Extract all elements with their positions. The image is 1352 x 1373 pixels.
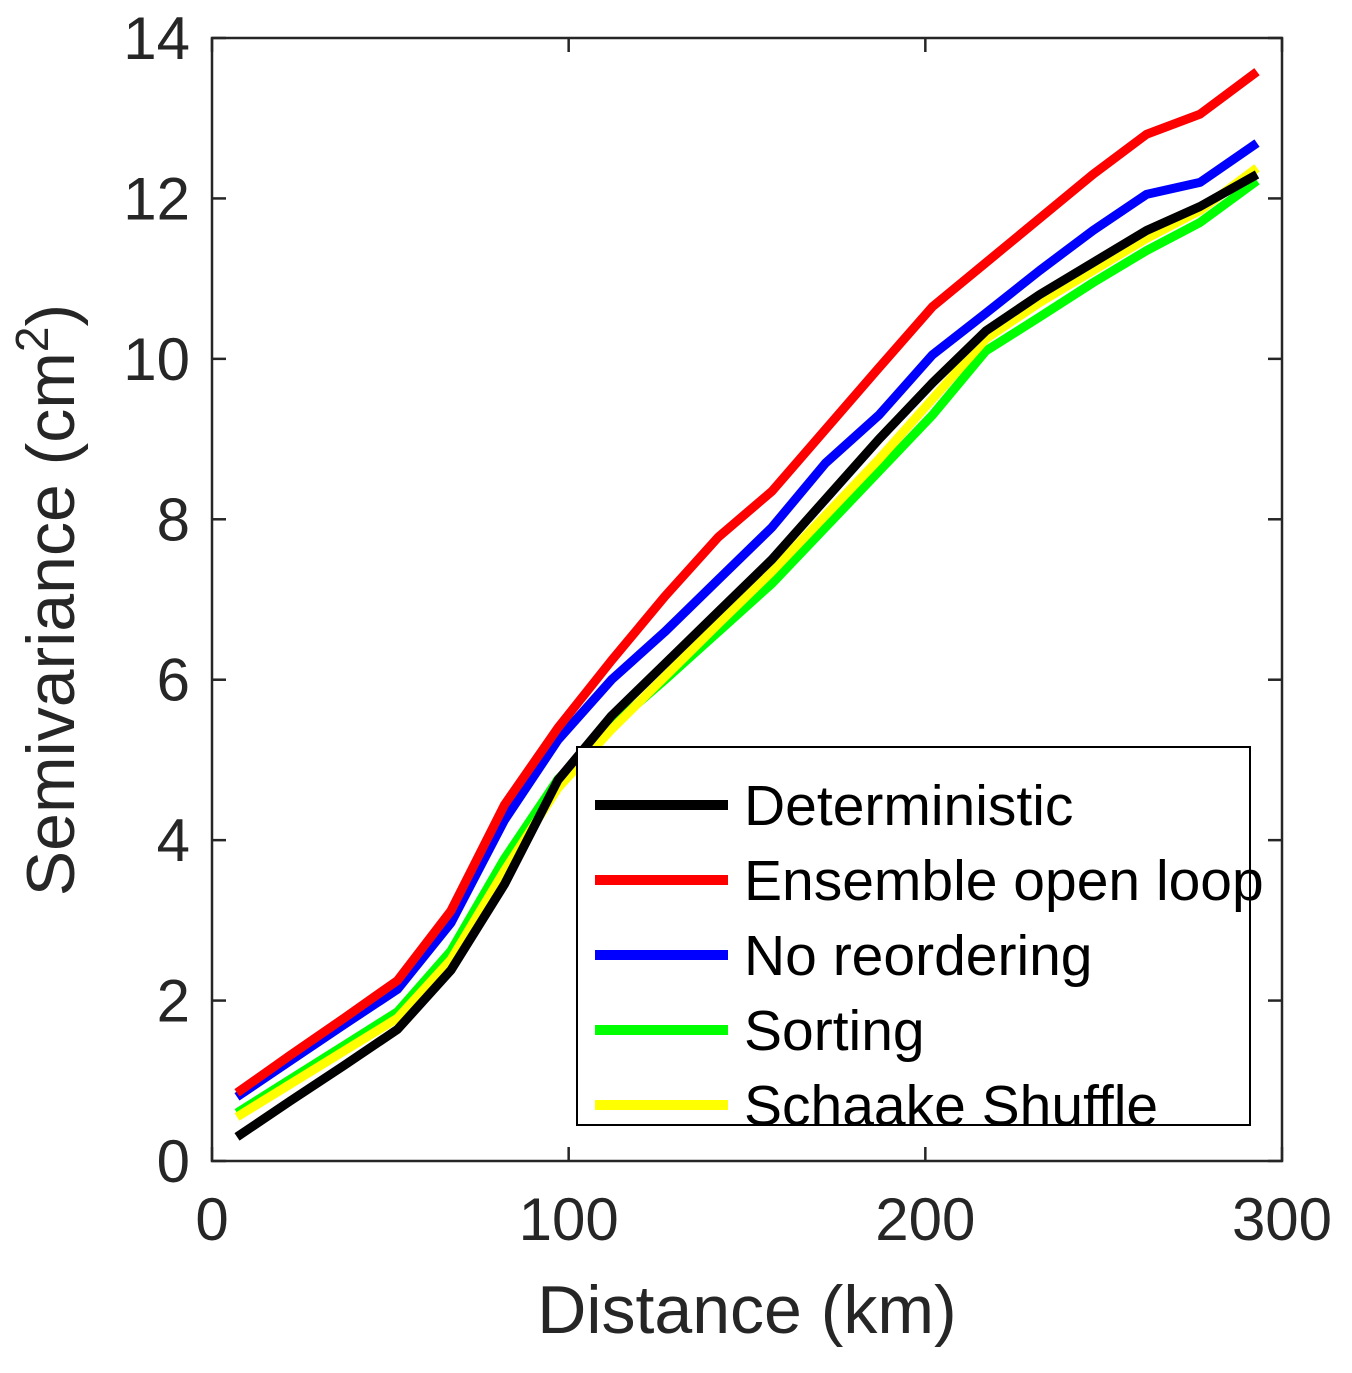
x-tick-label: 300 bbox=[1232, 1186, 1332, 1253]
x-tick-label: 0 bbox=[195, 1186, 228, 1253]
y-tick-label: 12 bbox=[123, 165, 190, 232]
legend-label-deterministic: Deterministic bbox=[744, 774, 1073, 838]
y-axis-label-sup: 2 bbox=[6, 326, 58, 352]
y-tick-label: 4 bbox=[157, 807, 190, 874]
y-tick-label: 10 bbox=[123, 326, 190, 393]
y-tick-label: 8 bbox=[157, 486, 190, 553]
legend-rows: Deterministic Ensemble open loop No reorde… bbox=[595, 774, 1264, 1138]
y-tick-label: 6 bbox=[157, 647, 190, 714]
tick-labels: 0 100 200 300 0 2 4 6 8 10 12 14 bbox=[123, 5, 1332, 1253]
y-tick-label: 14 bbox=[123, 5, 190, 72]
series-line-no-reordering bbox=[234, 139, 1260, 1101]
legend-label-sorting: Sorting bbox=[744, 999, 925, 1063]
y-axis-label-close: ) bbox=[13, 304, 89, 327]
series-line-deterministic bbox=[234, 170, 1260, 1141]
x-tick-label: 100 bbox=[519, 1186, 619, 1253]
series-lines bbox=[234, 68, 1260, 1141]
legend-label-no-reordering: No reordering bbox=[744, 924, 1093, 988]
series-line-ensemble-open-loop bbox=[234, 68, 1260, 1097]
y-tick-label: 2 bbox=[157, 968, 190, 1035]
legend-label-ensemble-open-loop: Ensemble open loop bbox=[744, 849, 1264, 913]
legend-label-schaake-shuffle: Schaake Shuffle bbox=[744, 1074, 1158, 1138]
series-line-schaake-shuffle bbox=[234, 164, 1260, 1121]
y-tick-label: 0 bbox=[157, 1128, 190, 1195]
axis-ticks bbox=[210, 36, 1284, 1163]
x-axis-label: Distance (km) bbox=[537, 1272, 956, 1348]
x-tick-label: 200 bbox=[875, 1186, 975, 1253]
series-line-sorting bbox=[234, 177, 1260, 1117]
y-axis-label-main: Semivariance (cm bbox=[13, 352, 89, 896]
y-axis-label: Semivariance (cm2) bbox=[6, 304, 89, 896]
legend: Deterministic Ensemble open loop No reorde… bbox=[576, 746, 1264, 1138]
